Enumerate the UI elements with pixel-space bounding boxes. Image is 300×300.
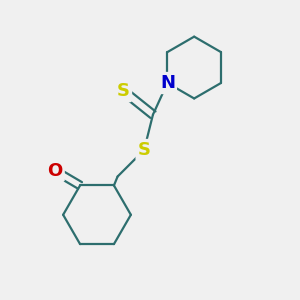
- Text: O: O: [47, 162, 63, 180]
- Text: N: N: [160, 74, 175, 92]
- Text: S: S: [138, 141, 151, 159]
- Text: S: S: [117, 82, 130, 100]
